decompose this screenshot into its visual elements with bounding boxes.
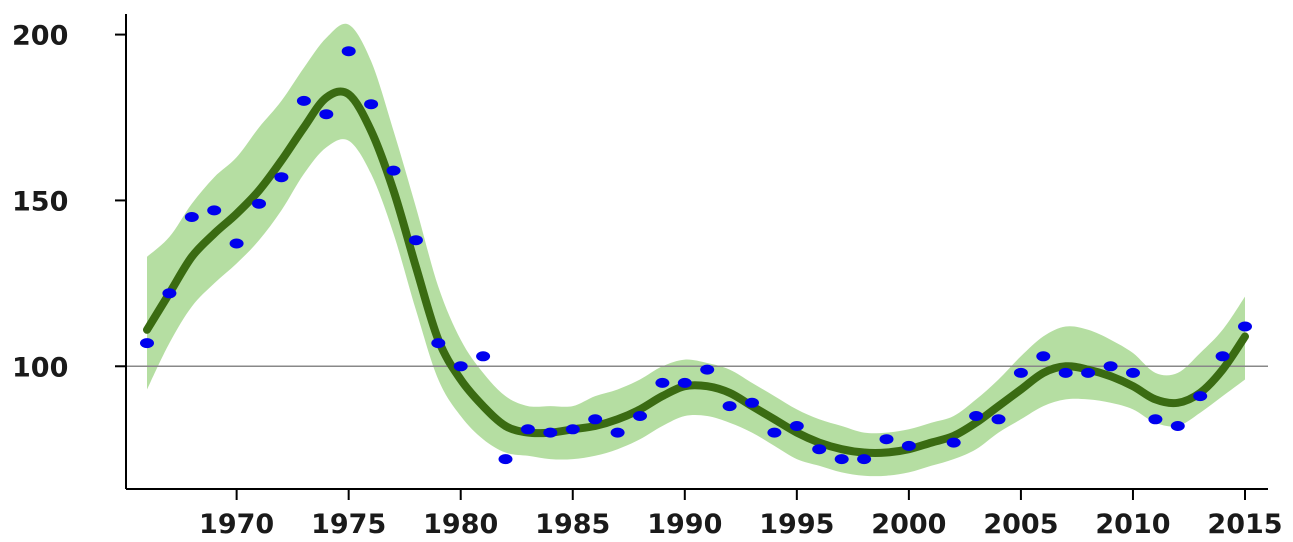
data-point xyxy=(1013,367,1028,378)
data-point xyxy=(520,424,535,435)
data-point xyxy=(767,427,782,438)
data-point xyxy=(745,397,759,408)
x-tick-label: 2015 xyxy=(1207,509,1282,540)
data-point xyxy=(969,411,984,421)
data-point xyxy=(319,109,334,120)
data-point xyxy=(1081,367,1096,378)
x-tick-label: 2005 xyxy=(983,509,1058,540)
data-point xyxy=(162,288,177,299)
data-points-layer xyxy=(140,46,1252,465)
x-tick-label: 1985 xyxy=(535,509,610,540)
data-point xyxy=(879,434,894,445)
data-point xyxy=(274,172,289,183)
y-tick-label: 200 xyxy=(12,21,68,52)
data-point xyxy=(901,440,916,451)
data-point xyxy=(722,401,737,412)
data-point xyxy=(1193,391,1208,402)
data-point xyxy=(857,454,872,465)
x-tick-label: 2000 xyxy=(871,509,946,540)
data-point xyxy=(812,444,827,455)
data-point xyxy=(834,454,849,465)
data-point xyxy=(588,414,603,425)
data-point xyxy=(543,427,558,438)
data-point xyxy=(1126,367,1140,378)
data-point xyxy=(1058,367,1073,378)
data-point xyxy=(408,235,423,246)
data-point xyxy=(677,377,692,388)
data-point xyxy=(386,165,401,176)
data-point xyxy=(1103,361,1118,372)
data-point xyxy=(453,361,468,372)
data-point xyxy=(1238,321,1252,332)
data-point xyxy=(229,238,244,249)
data-point xyxy=(700,364,715,375)
data-point xyxy=(610,427,625,438)
data-point xyxy=(991,414,1006,425)
x-tick-label: 2010 xyxy=(1095,509,1170,540)
x-tick-label: 1990 xyxy=(647,509,722,540)
data-point xyxy=(633,411,647,421)
confidence-band-layer xyxy=(147,23,1245,477)
y-axis-ticks: 100 150 200 xyxy=(12,21,126,383)
data-point xyxy=(184,212,199,222)
y-tick-label: 100 xyxy=(12,352,68,383)
x-tick-label: 1995 xyxy=(759,509,834,540)
data-point xyxy=(341,46,356,57)
data-point xyxy=(1215,351,1230,362)
trend-line xyxy=(143,87,1249,457)
data-point xyxy=(431,338,446,349)
confidence-band xyxy=(147,23,1245,477)
data-point xyxy=(1036,351,1051,362)
data-point xyxy=(296,95,311,106)
x-tick-label: 1975 xyxy=(311,509,386,540)
data-point xyxy=(1148,414,1163,425)
data-point xyxy=(207,205,222,216)
data-point xyxy=(364,99,379,110)
data-point xyxy=(140,338,154,349)
x-axis-ticks: 1970 1975 1980 1985 1990 1995 2000 2005 2010 2015 xyxy=(199,489,1283,540)
data-point xyxy=(655,377,670,388)
data-point xyxy=(565,424,580,435)
data-point xyxy=(789,421,804,431)
x-tick-label: 1980 xyxy=(423,509,498,540)
data-point xyxy=(252,198,266,209)
y-tick-label: 150 xyxy=(12,186,68,217)
data-point xyxy=(946,437,961,448)
x-tick-label: 1970 xyxy=(199,509,274,540)
data-point xyxy=(1170,421,1185,431)
axes xyxy=(125,14,1268,490)
trend-line-layer xyxy=(143,87,1249,457)
data-point xyxy=(498,454,513,465)
data-point xyxy=(476,351,491,362)
